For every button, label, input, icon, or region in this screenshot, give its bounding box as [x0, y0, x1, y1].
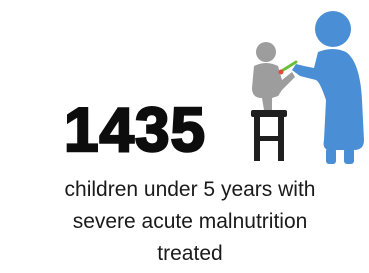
caregiver-leg — [344, 148, 354, 164]
caption-line: children under 5 years with — [65, 178, 316, 201]
stool-rung — [256, 136, 282, 141]
page: {"stat": {"value": "1435", "caption_line… — [0, 0, 369, 273]
caregiver-leg — [326, 148, 336, 164]
caption-line: treated — [157, 242, 222, 265]
caption-line: severe acute malnutrition — [73, 210, 308, 233]
stool-seat — [251, 110, 287, 117]
child-body — [252, 63, 295, 110]
spoon-food — [279, 70, 284, 75]
infographic: 1435 children under 5 years with severe … — [0, 0, 369, 273]
stat-value: 1435 — [64, 96, 206, 165]
caregiver-head — [315, 11, 351, 47]
feeding-icon — [251, 11, 364, 164]
caregiver-body — [292, 49, 364, 150]
child-head — [256, 42, 276, 62]
